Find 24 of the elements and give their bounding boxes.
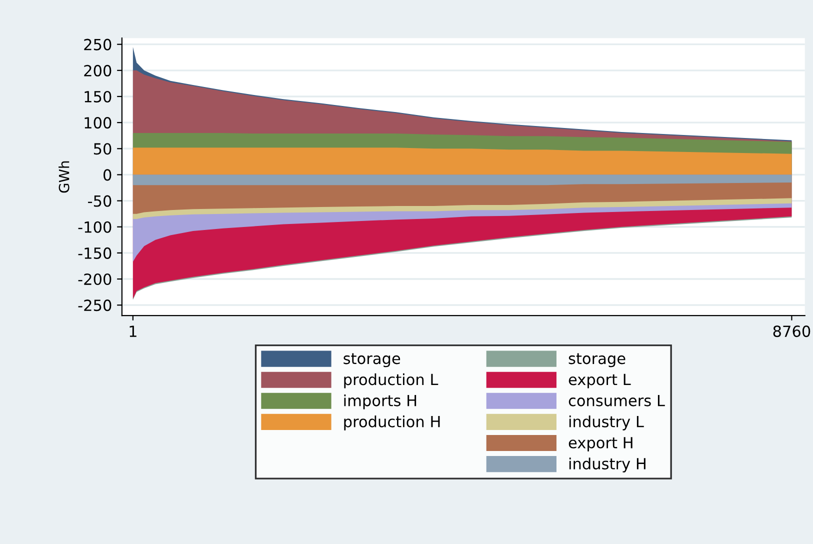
legend-label: industry L <box>569 416 644 430</box>
legend-label: export H <box>568 437 632 452</box>
y-tick-label: -200 <box>78 273 112 286</box>
y-axis-title: GWh <box>58 161 70 193</box>
legend-label: export L <box>568 374 631 388</box>
legend-label: consumers L <box>568 394 665 406</box>
y-tick-label: 250 <box>84 38 112 50</box>
y-tick-label: -250 <box>78 300 112 312</box>
y-tick-label: -100 <box>78 221 112 233</box>
legend-label: imports H <box>344 394 416 410</box>
legend-label: storage <box>568 353 626 368</box>
legend-label: industry H <box>569 458 646 472</box>
x-tick-label: 8760 <box>773 326 810 338</box>
y-tick-label: 50 <box>94 143 112 155</box>
legend-label: production H <box>344 416 440 430</box>
y-tick-label: 100 <box>84 117 112 129</box>
y-tick-label: -150 <box>78 247 112 259</box>
legend-label: storage <box>344 353 400 368</box>
y-tick-label: 150 <box>84 90 112 103</box>
y-tick-label: -50 <box>88 195 112 207</box>
legend-label: production L <box>344 373 438 388</box>
y-tick-label: 0 <box>104 169 112 181</box>
x-tick-label: 1 <box>130 326 136 337</box>
y-tick-label: 200 <box>84 64 112 76</box>
